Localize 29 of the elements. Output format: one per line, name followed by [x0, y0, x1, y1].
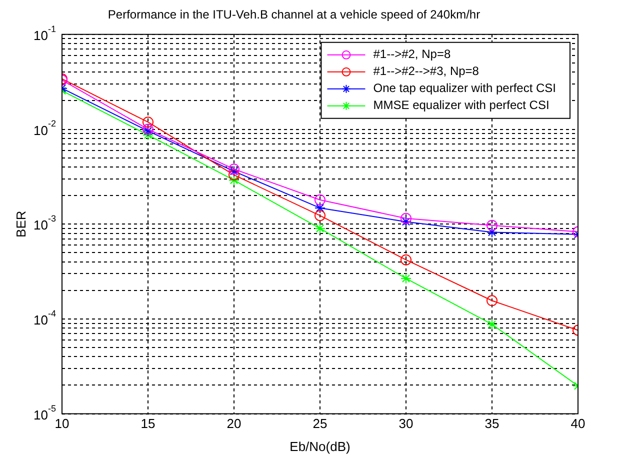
point — [314, 194, 326, 206]
point — [486, 295, 498, 306]
x-tick-label: 40 — [570, 416, 586, 432]
x-tick-label: 35 — [484, 416, 500, 432]
point — [228, 169, 240, 180]
point — [486, 318, 498, 330]
x-tick-label: 25 — [312, 416, 328, 432]
point — [314, 210, 326, 222]
point — [400, 254, 412, 266]
x-tick-label: 30 — [398, 416, 414, 432]
x-tick-label: 15 — [140, 416, 156, 432]
x-axis-title: Eb/No(dB) — [290, 438, 350, 454]
legend-label: #1-->#2, Np=8 — [373, 47, 451, 62]
point — [486, 220, 498, 231]
point — [400, 212, 412, 224]
x-tick-label: 10 — [54, 416, 70, 432]
point — [400, 216, 412, 228]
x-tick-label: 20 — [226, 416, 242, 432]
point — [486, 226, 498, 238]
point — [400, 272, 412, 284]
legend-label: MMSE equalizer with perfect CSI — [373, 98, 550, 112]
y-axis-title: BER — [13, 210, 28, 238]
legend-label: #1-->#2-->#3, Np=8 — [373, 64, 480, 78]
point — [142, 116, 154, 128]
point — [314, 202, 326, 214]
point — [314, 222, 326, 234]
legend-label: One tap equalizer with perfect CSI — [373, 81, 556, 96]
point — [228, 174, 240, 186]
chart-title: Performance in the ITU-Veh.B channel at a vehicle speed of 240km/hr — [108, 8, 480, 22]
